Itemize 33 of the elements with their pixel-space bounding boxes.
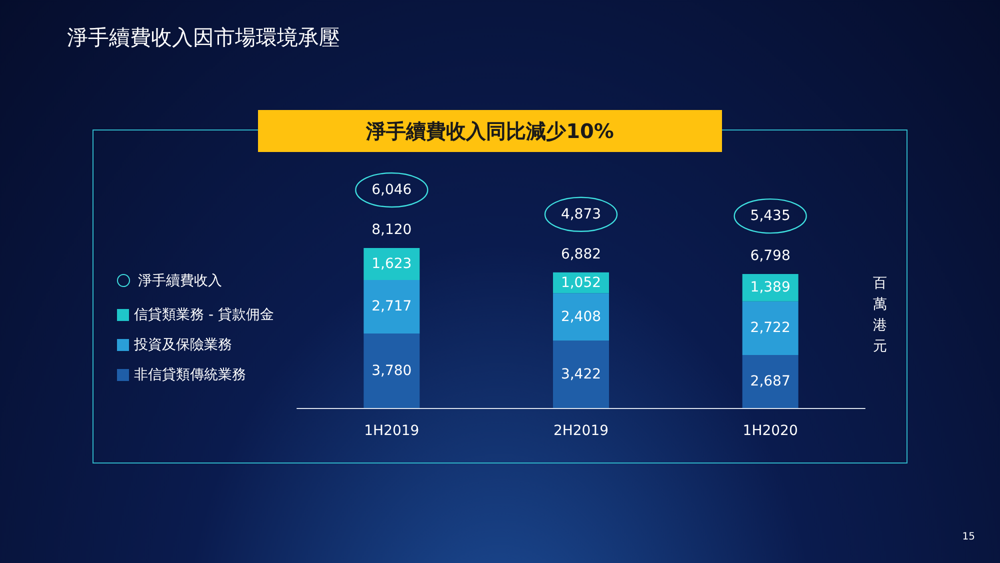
- bar: [553, 340, 609, 408]
- bar: [364, 248, 420, 280]
- text: 4,873: [560, 206, 602, 222]
- bar: [364, 280, 420, 334]
- text: 淨手續費收入: [138, 273, 222, 289]
- y-axis-title: 百萬港元: [873, 276, 887, 354]
- data-label: 2,687: [750, 374, 790, 390]
- legend-label: 信貸類業務 - 貸款佣金: [134, 307, 274, 323]
- data-label: 2,722: [750, 320, 790, 336]
- chart-subtitle: 淨手續費收入同比減少10%: [365, 119, 614, 143]
- bar: [364, 334, 420, 408]
- total-label: 6,798: [750, 248, 790, 264]
- data-label: 2,408: [560, 308, 602, 325]
- data-label: 1,389: [750, 280, 790, 296]
- text: 15: [962, 532, 975, 542]
- x-tick-label: 2H2019: [553, 423, 609, 439]
- text: 5,435: [750, 208, 790, 224]
- bar: [553, 293, 609, 341]
- total-label: 6,882: [560, 246, 602, 262]
- total-label: 8,120: [372, 222, 412, 238]
- x-tick-label: 1H2019: [364, 423, 420, 439]
- chart-title: 淨手續費收入因市場環境承壓: [67, 26, 340, 50]
- data-label: 3,422: [560, 366, 602, 382]
- legend-label: 非信貸類傳統業務: [134, 367, 246, 383]
- data-label: 1,623: [372, 256, 412, 272]
- bar: [742, 301, 798, 356]
- x-tick-label: 1H2020: [742, 423, 798, 439]
- data-label: 1,052: [560, 274, 602, 291]
- bar: [742, 355, 798, 408]
- text: 6,046: [372, 182, 412, 198]
- data-label: 2,717: [372, 298, 412, 315]
- data-label: 3,780: [372, 362, 412, 379]
- legend-label: 投資及保險業務: [133, 337, 232, 353]
